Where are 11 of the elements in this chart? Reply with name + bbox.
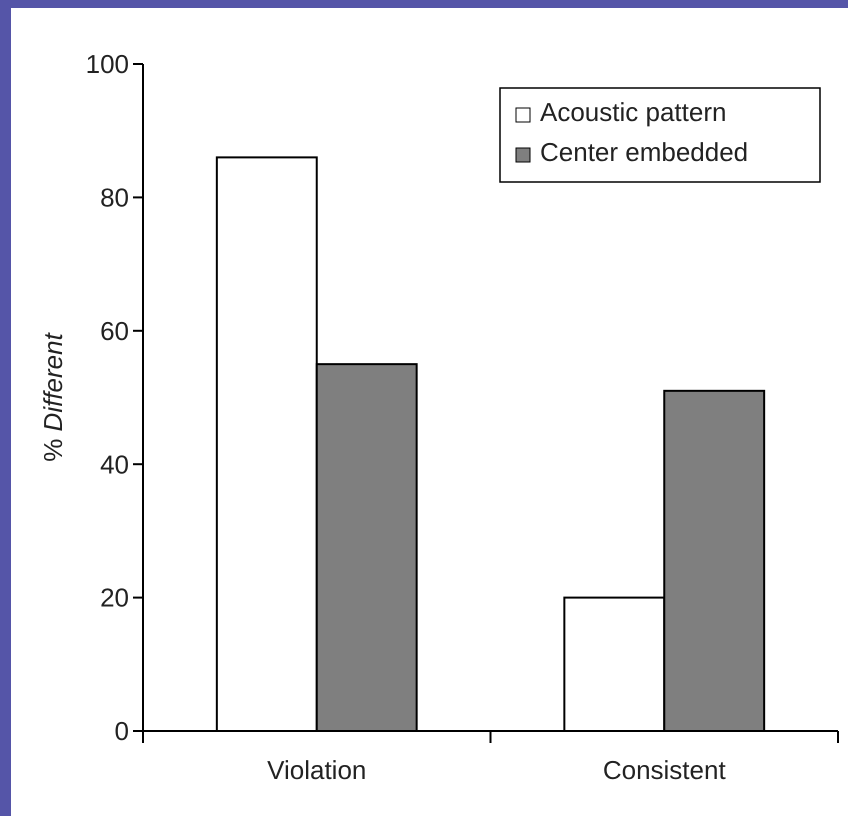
y-tick-label: 80	[100, 182, 129, 212]
x-tick-label: Violation	[267, 755, 366, 785]
y-axis-title: % Different	[38, 331, 68, 462]
y-tick-label: 100	[86, 49, 129, 80]
legend-label: Center embedded	[540, 137, 748, 167]
y-tick-label: 20	[100, 582, 129, 613]
x-tick-label: Consistent	[602, 755, 726, 785]
y-tick-label: 0	[114, 716, 129, 746]
y-tick-label: 60	[100, 316, 129, 346]
legend-label: Acoustic pattern	[540, 97, 726, 127]
y-tick-label: 40	[100, 449, 129, 480]
